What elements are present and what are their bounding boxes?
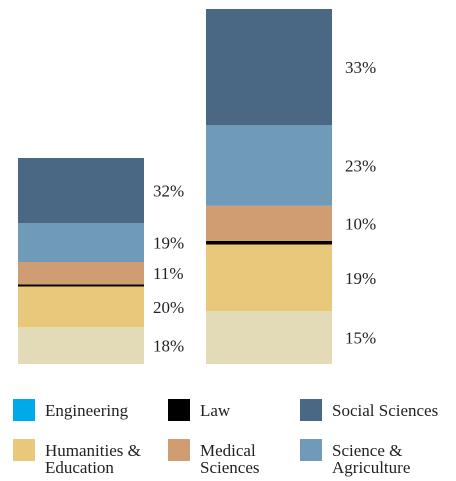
data-label: 19% [345,269,376,288]
legend-item: Engineering [13,399,195,421]
data-label: 18% [153,337,184,356]
bar-segment [206,124,332,206]
legend-label: Science & Agriculture [332,441,411,477]
bar-segment [206,244,332,312]
bar-segment [18,158,144,224]
bar-segment [206,205,332,241]
legend-label: Humanities & Education [45,441,141,477]
bar-segment [18,286,144,328]
plot: 18% 20% 11% 19% 32% 15% 19% 10% 23% 33% [18,9,376,364]
legend-label: Social Sciences [332,401,439,420]
legend-item: Humanities & Education [13,439,157,476]
bar-segment [18,262,144,285]
data-label: 10% [345,214,376,233]
bar-segment [18,223,144,263]
bar-segment [18,327,144,364]
bar-segment [18,284,144,287]
legend-swatch [300,399,322,421]
legend-item: Science & Agriculture [300,439,456,476]
data-label: 19% [153,234,184,253]
legend-swatch [168,439,190,461]
legend-item: Law [168,399,320,421]
legend-swatch [13,399,35,421]
legend-item: Medical Sciences [168,439,280,476]
bar-segment [206,9,332,125]
bar-segment [206,240,332,245]
legend-label: Medical Sciences [200,441,260,477]
data-label: 20% [153,298,184,317]
legend-swatch [168,399,190,421]
legend-label: Law [200,401,231,420]
data-label: 32% [153,182,184,201]
data-label: 23% [345,156,376,175]
bar-segment [206,311,332,364]
data-label: 33% [345,58,376,77]
data-label: 11% [153,264,184,283]
data-label: 15% [345,329,376,348]
legend-swatch [300,439,322,461]
legend-swatch [13,439,35,461]
legend-item: Social Sciences [300,399,456,421]
legend-label: Engineering [45,401,129,420]
